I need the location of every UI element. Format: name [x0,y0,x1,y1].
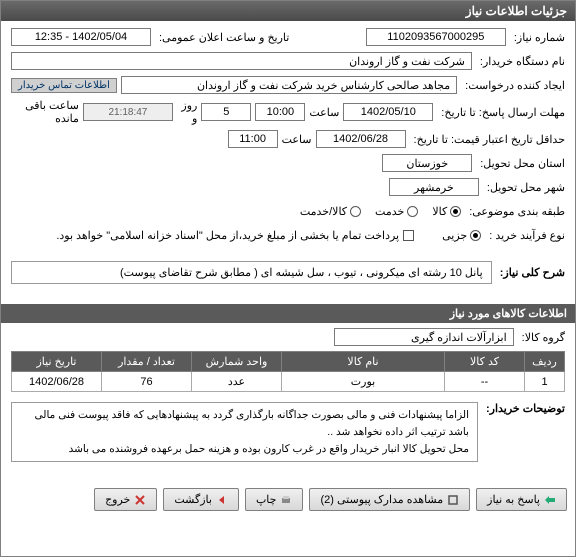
goods-section-header: اطلاعات کالاهای مورد نیاز [1,304,575,323]
cell-date: 1402/06/28 [12,372,102,392]
radio-dot-icon [350,206,361,217]
req-no-label: شماره نیاز: [510,31,565,44]
process-label: نوع فرآیند خرید : [485,229,565,242]
print-button[interactable]: چاپ [245,488,304,511]
remaining-field: 21:18:47 [83,103,173,121]
partial-label: پرداخت تمام یا بخشی از مبلغ خرید،از محل … [56,229,399,242]
radio-joint-label: جزیی [442,229,467,242]
deadline-label: مهلت ارسال پاسخ: تا تاریخ: [437,106,565,119]
th-qty: تعداد / مقدار [102,352,192,372]
time-label-1: ساعت [309,106,339,119]
cell-unit: عدد [192,372,282,392]
exit-button[interactable]: خروج [94,488,157,511]
radio-dot-icon [470,230,481,241]
exit-button-label: خروج [105,493,130,506]
notes-line2: محل تحویل کالا انبار خریدار واقع در غرب … [20,441,469,458]
remaining-label: ساعت باقی مانده [11,99,79,125]
province-field: خوزستان [382,154,472,172]
th-date: تاریخ نیاز [12,352,102,372]
table-header-row: ردیف کد کالا نام کالا واحد شمارش تعداد /… [12,352,565,372]
cell-code: -- [445,372,525,392]
cell-name: بورت [282,372,445,392]
creator-label: ایجاد کننده درخواست: [461,79,565,92]
group-field: ابزارآلات اندازه گیری [334,328,514,346]
back-button-label: بازگشت [174,493,212,506]
validity-time-field: 11:00 [228,130,278,148]
form-area: شماره نیاز: 1102093567000295 تاریخ و ساع… [1,21,575,255]
subject-radio-group: کالا خدمت کالا/خدمت [300,205,461,218]
back-button[interactable]: بازگشت [163,488,239,511]
goods-table: ردیف کد کالا نام کالا واحد شمارش تعداد /… [11,351,565,392]
attachment-icon [447,494,459,506]
radio-service[interactable]: خدمت [375,205,418,218]
need-title-label: شرح کلی نیاز: [496,266,565,279]
attachments-button-label: مشاهده مدارک پیوستی (2) [320,493,443,506]
req-no-field: 1102093567000295 [366,28,506,46]
print-icon [280,494,292,506]
province-label: استان محل تحویل: [476,157,565,170]
th-unit: واحد شمارش [192,352,282,372]
announce-field: 1402/05/04 - 12:35 [11,28,151,46]
creator-field: مجاهد صالحی کارشناس خرید شرکت نفت و گاز … [121,76,457,94]
respond-button-label: پاسخ به نیاز [487,493,540,506]
group-label: گروه کالا: [518,331,565,344]
th-row: ردیف [525,352,565,372]
deadline-date-field: 1402/05/10 [343,103,433,121]
city-label: شهر محل تحویل: [483,181,565,194]
city-field: خرمشهر [389,178,479,196]
buyer-label: نام دستگاه خریدار: [476,55,565,68]
radio-joint[interactable]: جزیی [442,229,481,242]
partial-checkbox[interactable] [403,230,414,241]
announce-label: تاریخ و ساعت اعلان عمومی: [155,31,289,44]
days-field: 5 [201,103,251,121]
notes-line1: الزاما پیشنهادات فنی و مالی بصورت جداگان… [20,407,469,441]
cell-qty: 76 [102,372,192,392]
buyer-notes-box: الزاما پیشنهادات فنی و مالی بصورت جداگان… [11,402,478,462]
th-name: نام کالا [282,352,445,372]
radio-goods-service-label: کالا/خدمت [300,205,347,218]
attachments-button[interactable]: مشاهده مدارک پیوستی (2) [309,488,470,511]
validity-date-field: 1402/06/28 [316,130,406,148]
validity-label: حداقل تاریخ اعتبار قیمت: تا تاریخ: [410,133,565,146]
print-button-label: چاپ [256,493,277,506]
notes-label: توضیحات خریدار: [482,398,565,415]
reply-icon [544,494,556,506]
exit-icon [134,494,146,506]
table-row[interactable]: 1 -- بورت عدد 76 1402/06/28 [12,372,565,392]
details-window: جزئیات اطلاعات نیاز شماره نیاز: 11020935… [0,0,576,557]
radio-dot-icon [407,206,418,217]
contact-info-button[interactable]: اطلاعات تماس خریدار [11,78,117,93]
window-title: جزئیات اطلاعات نیاز [466,4,567,18]
radio-service-label: خدمت [375,205,404,218]
subject-class-label: طبقه بندی موضوعی: [465,205,565,218]
button-bar: پاسخ به نیاز مشاهده مدارک پیوستی (2) چاپ… [1,480,575,519]
time-label-2: ساعت [282,133,312,146]
th-code: کد کالا [445,352,525,372]
deadline-time-field: 10:00 [255,103,305,121]
buyer-field: شرکت نفت و گاز اروندان [11,52,472,70]
window-title-bar: جزئیات اطلاعات نیاز [1,1,575,21]
respond-button[interactable]: پاسخ به نیاز [476,488,567,511]
radio-dot-icon [450,206,461,217]
back-icon [216,494,228,506]
cell-row: 1 [525,372,565,392]
radio-goods-service[interactable]: کالا/خدمت [300,205,361,218]
radio-goods[interactable]: کالا [432,205,461,218]
days-label: روز و [177,99,197,125]
need-title-box: پانل 10 رشته ای میکرونی ، تیوب ، سل شیشه… [11,261,492,284]
radio-goods-label: کالا [432,205,447,218]
